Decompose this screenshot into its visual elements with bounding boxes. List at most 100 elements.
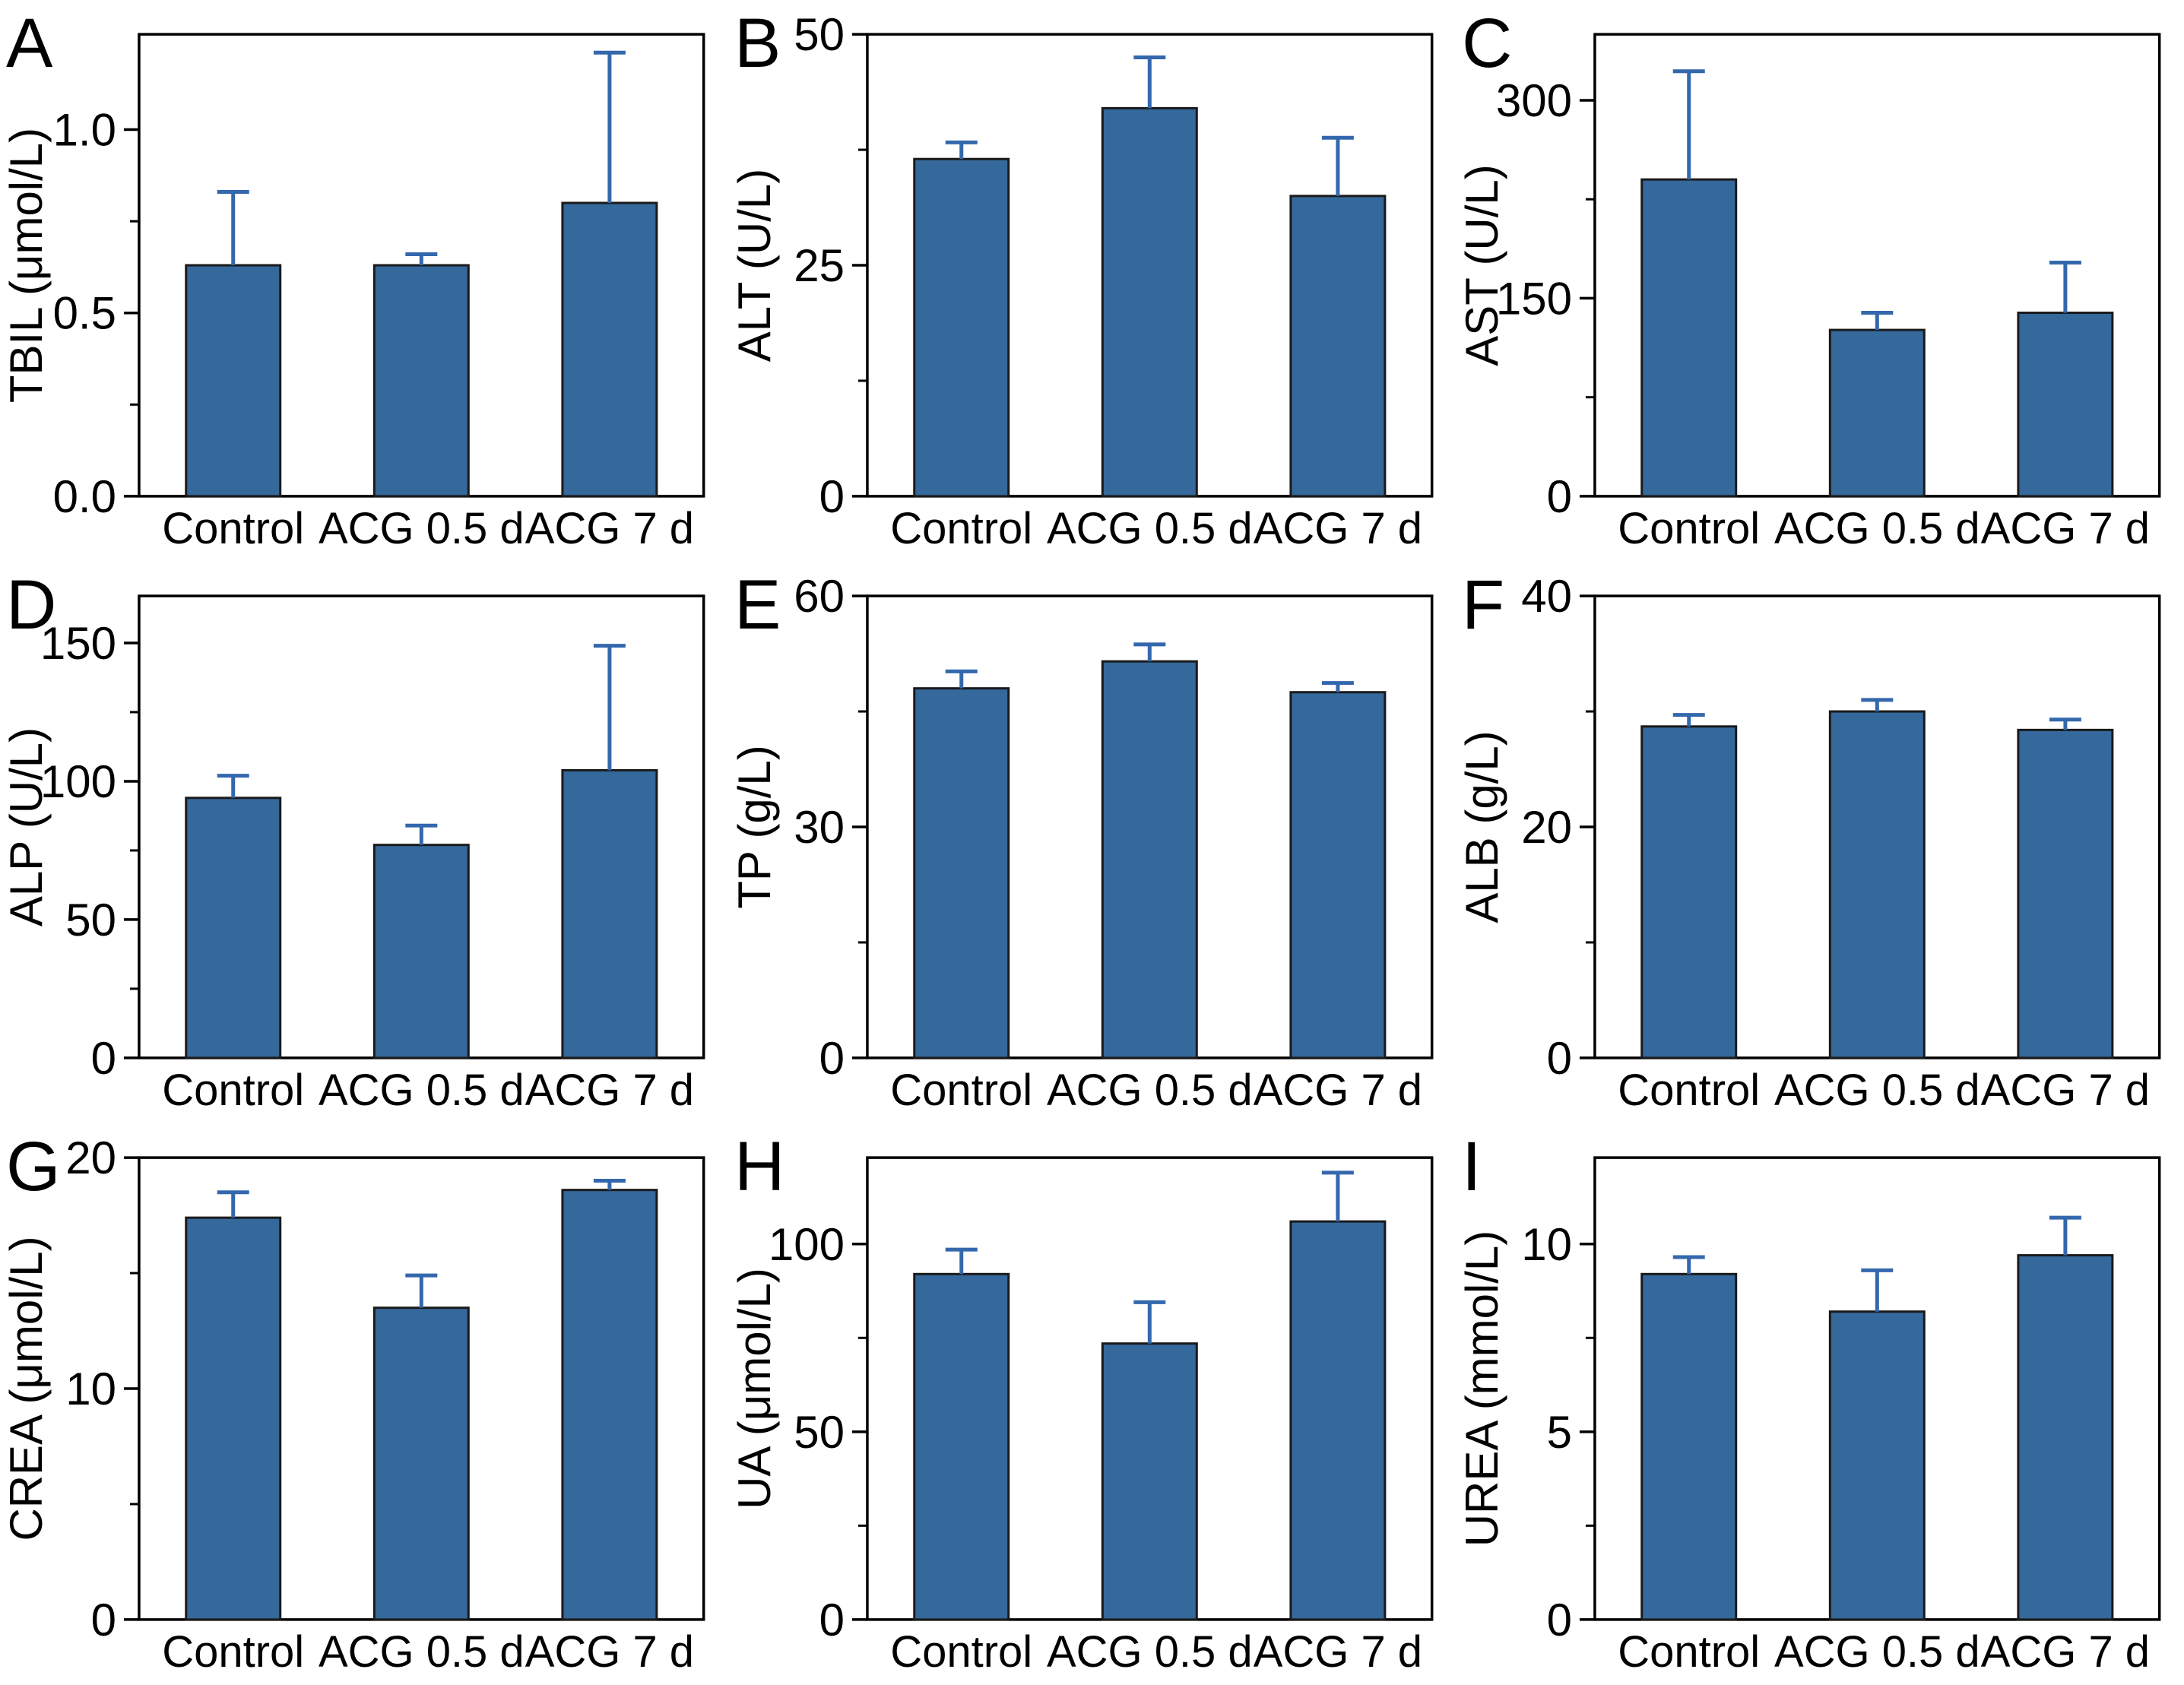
bar-acg-0-5-d bbox=[372, 844, 470, 1059]
chart-F: F 0 20 40 ALB (g/L) Control ACG 0.5 d ACG 7 d bbox=[1457, 566, 2161, 1115]
y-tick-label: 20 bbox=[1522, 802, 1573, 853]
x-category-label: Control bbox=[1618, 1066, 1761, 1115]
x-category-label: Control bbox=[162, 1066, 304, 1115]
panel-letter: I bbox=[1462, 1128, 1482, 1205]
panel-letter: B bbox=[734, 5, 781, 82]
x-category-label: ACG 7 d bbox=[1253, 505, 1422, 553]
chart-G: G 0 10 20 CREA (μmol/L) Control ACG 0.5 d ACG 7… bbox=[1, 1128, 705, 1677]
bar-acg-7-d bbox=[561, 201, 658, 498]
y-tick-label: 10 bbox=[65, 1364, 116, 1414]
bar-acg-0-5-d bbox=[372, 1307, 470, 1621]
x-category-label: Control bbox=[162, 1628, 304, 1677]
panel-I: I 0 5 10 UREA (mmol/L) Control ACG 0.5 d ACG 7 … bbox=[1456, 1123, 2184, 1685]
y-tick-label: 0 bbox=[819, 471, 844, 522]
panel-H: H 0 50 100 UA (μmol/L) Control ACG 0.5 d ACG 7 … bbox=[728, 1123, 1457, 1685]
x-category-label: ACG 0.5 d bbox=[319, 505, 525, 553]
bar-acg-0-5-d bbox=[1829, 1310, 1926, 1621]
x-category-label: ACG 0.5 d bbox=[319, 1628, 525, 1677]
y-tick-label: 40 bbox=[1522, 571, 1573, 622]
bar-control bbox=[912, 157, 1010, 498]
panel-letter: G bbox=[6, 1128, 61, 1205]
y-tick-label: 50 bbox=[65, 895, 116, 945]
panel-B: B 0 25 50 ALT (U/L) Control ACG 0.5 d ACG 7 d bbox=[728, 0, 1457, 562]
chart-E: E 0 30 60 TP (g/L) Control ACG 0.5 d ACG 7 d bbox=[729, 566, 1434, 1115]
y-tick-label: 0 bbox=[1547, 1033, 1572, 1084]
x-category-label: ACG 7 d bbox=[525, 1066, 694, 1115]
y-axis-label: TP (g/L) bbox=[729, 745, 780, 909]
y-tick-label: 0 bbox=[819, 1595, 844, 1645]
bar-control bbox=[912, 1272, 1010, 1621]
bar-acg-0-5-d bbox=[1101, 106, 1198, 498]
chart-B: B 0 25 50 ALT (U/L) Control ACG 0.5 d ACG 7 d bbox=[729, 5, 1434, 553]
x-category-label: ACG 0.5 d bbox=[1047, 1628, 1253, 1677]
bar-acg-7-d bbox=[1289, 195, 1387, 498]
y-axis-label: UREA (mmol/L) bbox=[1457, 1230, 1507, 1547]
y-axis-label: UA (μmol/L) bbox=[729, 1268, 780, 1509]
y-axis-label: AST (U/L) bbox=[1457, 164, 1507, 366]
bar-control bbox=[185, 264, 282, 498]
y-tick-label: 50 bbox=[794, 1407, 845, 1458]
x-category-label: Control bbox=[1618, 1628, 1761, 1677]
x-category-label: ACG 7 d bbox=[1253, 1628, 1422, 1677]
x-category-label: Control bbox=[890, 1066, 1032, 1115]
bar-acg-0-5-d bbox=[372, 264, 470, 498]
x-category-label: ACG 0.5 d bbox=[1047, 1066, 1253, 1115]
bar-acg-7-d bbox=[561, 1189, 658, 1621]
y-tick-label: 1.0 bbox=[53, 105, 116, 156]
x-category-label: ACG 7 d bbox=[1981, 1066, 2150, 1115]
x-category-label: Control bbox=[890, 1628, 1032, 1677]
panel-letter: D bbox=[6, 566, 56, 644]
y-tick-label: 150 bbox=[1496, 273, 1572, 324]
x-category-label: Control bbox=[1618, 505, 1761, 553]
y-tick-label: 0.0 bbox=[53, 471, 116, 522]
y-tick-label: 25 bbox=[794, 240, 845, 291]
y-tick-label: 0 bbox=[91, 1595, 116, 1645]
y-tick-label: 5 bbox=[1547, 1407, 1572, 1458]
bar-acg-7-d bbox=[2017, 1254, 2114, 1621]
x-category-label: ACG 0.5 d bbox=[1774, 1628, 1980, 1677]
x-category-label: ACG 0.5 d bbox=[1047, 505, 1253, 553]
y-tick-label: 0 bbox=[1547, 471, 1572, 522]
x-category-label: ACG 7 d bbox=[1981, 505, 2150, 553]
panel-letter: E bbox=[734, 566, 781, 644]
bar-acg-0-5-d bbox=[1101, 660, 1198, 1059]
x-category-label: ACG 0.5 d bbox=[1774, 1066, 1980, 1115]
panel-letter: C bbox=[1462, 5, 1512, 82]
bar-acg-7-d bbox=[561, 768, 658, 1059]
x-category-label: ACG 0.5 d bbox=[1774, 505, 1980, 553]
y-tick-label: 150 bbox=[40, 618, 116, 669]
y-tick-label: 0 bbox=[1547, 1595, 1572, 1645]
bar-acg-7-d bbox=[1289, 1220, 1387, 1621]
y-tick-label: 0 bbox=[91, 1033, 116, 1084]
y-tick-label: 0.5 bbox=[53, 288, 116, 339]
y-tick-label: 20 bbox=[65, 1132, 116, 1183]
panel-F: F 0 20 40 ALB (g/L) Control ACG 0.5 d ACG 7 d bbox=[1456, 562, 2184, 1123]
bar-acg-0-5-d bbox=[1829, 710, 1926, 1059]
x-category-label: Control bbox=[890, 505, 1032, 553]
y-tick-label: 100 bbox=[40, 756, 116, 807]
y-axis-label: ALB (g/L) bbox=[1457, 730, 1507, 923]
bar-control bbox=[1640, 725, 1738, 1059]
x-category-label: Control bbox=[162, 505, 304, 553]
panel-letter: A bbox=[6, 5, 53, 82]
panel-letter: H bbox=[734, 1128, 785, 1205]
bar-control bbox=[1640, 1272, 1738, 1621]
bar-acg-7-d bbox=[2017, 728, 2114, 1059]
y-axis-label: ALT (U/L) bbox=[729, 169, 780, 362]
bar-acg-0-5-d bbox=[1101, 1342, 1198, 1621]
y-tick-label: 50 bbox=[794, 9, 845, 60]
y-tick-label: 100 bbox=[769, 1219, 845, 1270]
y-tick-label: 60 bbox=[794, 571, 845, 622]
y-axis-label: ALP (U/L) bbox=[1, 727, 52, 926]
bar-control bbox=[185, 1216, 282, 1621]
y-tick-label: 30 bbox=[794, 802, 845, 853]
bar-control bbox=[912, 687, 1010, 1059]
y-tick-label: 0 bbox=[819, 1033, 844, 1084]
chart-D: D 0 50 100 150 ALP (U/L) Control ACG 0.5 d ACG 7… bbox=[1, 566, 705, 1115]
panel-C: C 0 150 300 AST (U/L) Control ACG 0.5 d ACG 7 d bbox=[1456, 0, 2184, 562]
x-category-label: ACG 7 d bbox=[525, 505, 694, 553]
